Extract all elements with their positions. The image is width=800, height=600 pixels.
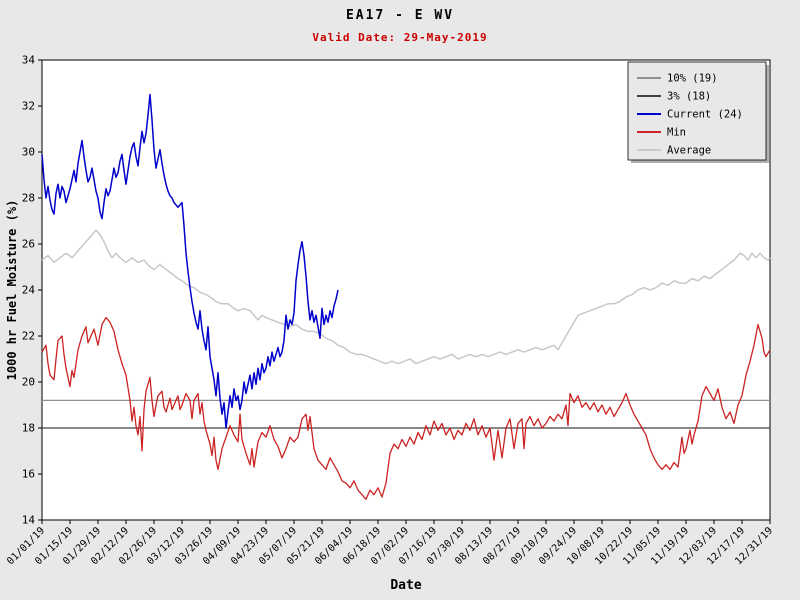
x-axis-title: Date	[390, 578, 421, 593]
legend-label: 10% (19)	[667, 73, 718, 85]
y-axis-tick-label: 26	[22, 238, 35, 251]
valid-date-subtitle: Valid Date: 29-May-2019	[312, 31, 488, 44]
series-min-line	[41, 316, 771, 500]
y-axis-tick-label: 22	[22, 330, 35, 343]
legend-label: Current (24)	[667, 109, 743, 121]
y-axis-tick-label: 34	[22, 54, 36, 67]
page-title: EA17 - E WV	[345, 8, 455, 23]
legend-label: Average	[667, 145, 711, 157]
legend-label: 3% (18)	[667, 91, 711, 103]
y-axis-tick-label: 32	[22, 100, 35, 113]
y-axis-tick-label: 20	[22, 376, 35, 389]
y-axis-tick-label: 18	[22, 422, 35, 435]
y-axis-tick-label: 28	[22, 192, 35, 205]
series-average-line	[41, 229, 771, 365]
y-axis-tick-label: 24	[22, 284, 36, 297]
y-axis-tick-label: 30	[22, 146, 35, 159]
y-axis-tick-label: 16	[22, 468, 35, 481]
series-current-line	[41, 93, 339, 429]
y-axis-title: 1000 hr Fuel Moisture (%)	[5, 200, 19, 381]
legend-label: Min	[667, 127, 686, 139]
y-axis-tick-label: 14	[22, 514, 36, 527]
